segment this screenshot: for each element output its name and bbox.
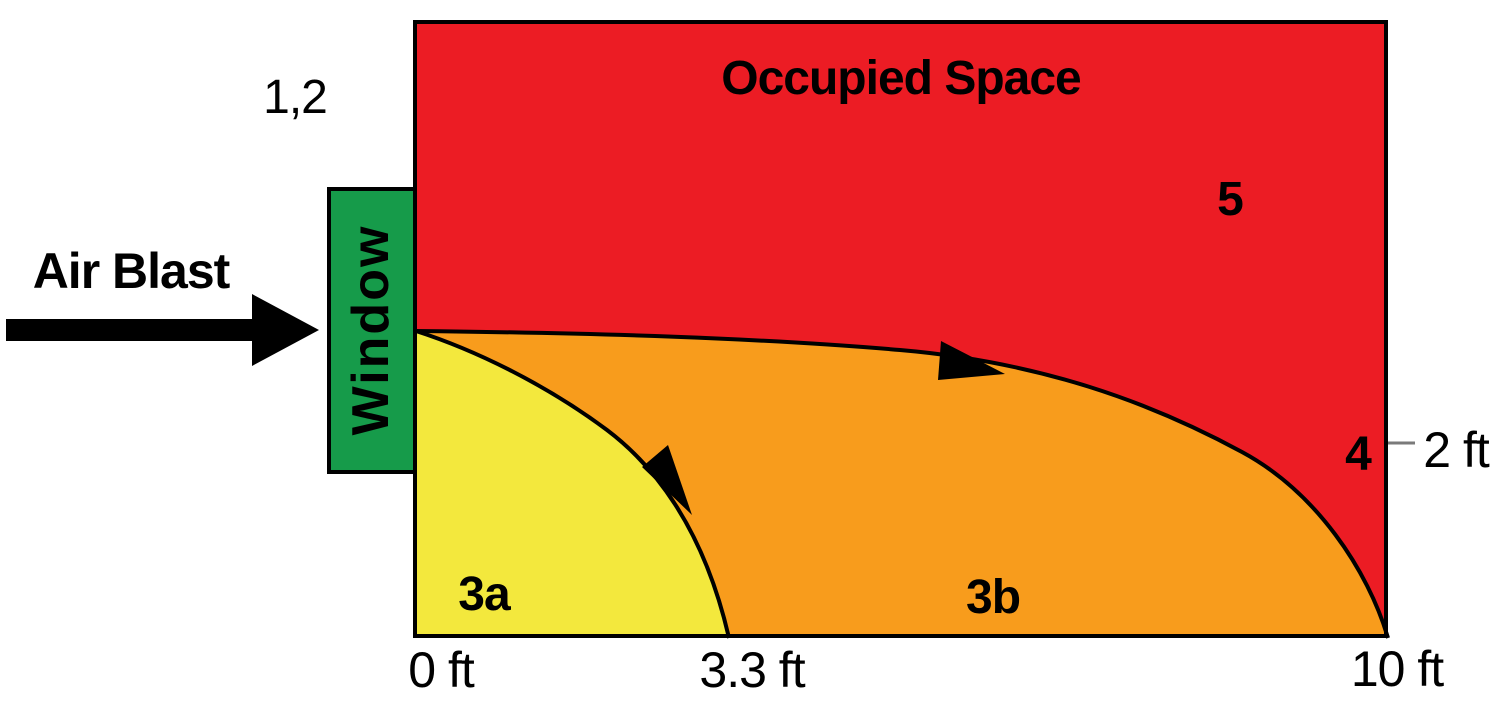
zone-3b-red-boundary-curve <box>415 329 1390 639</box>
zone-label-4: 4 <box>1345 428 1372 481</box>
air-blast-arrow-head-icon <box>252 294 319 366</box>
window-label: Window <box>342 224 400 436</box>
zone-3a-3b-boundary-curve <box>415 329 731 639</box>
window-box <box>327 187 417 474</box>
boundary-arrowhead-icon <box>938 341 1005 380</box>
zone-label-3b: 3b <box>965 571 1021 624</box>
zone-label-1-2: 1,2 <box>263 71 328 124</box>
occupied-space-title: Occupied Space <box>721 52 1081 105</box>
zone-label-3a: 3a <box>458 568 510 621</box>
air-blast-arrow-shaft <box>6 319 252 341</box>
dimension-3-3ft: 3.3 ft <box>699 642 805 698</box>
boundary-arrowhead-icon <box>642 445 692 515</box>
dimension-0ft: 0 ft <box>408 642 474 698</box>
air-blast-label: Air Blast <box>32 243 231 299</box>
dimension-2ft: 2 ft <box>1423 422 1489 478</box>
zone-label-5: 5 <box>1217 173 1244 226</box>
dimension-10ft: 10 ft <box>1350 641 1444 697</box>
zone-3a-region <box>415 331 729 638</box>
